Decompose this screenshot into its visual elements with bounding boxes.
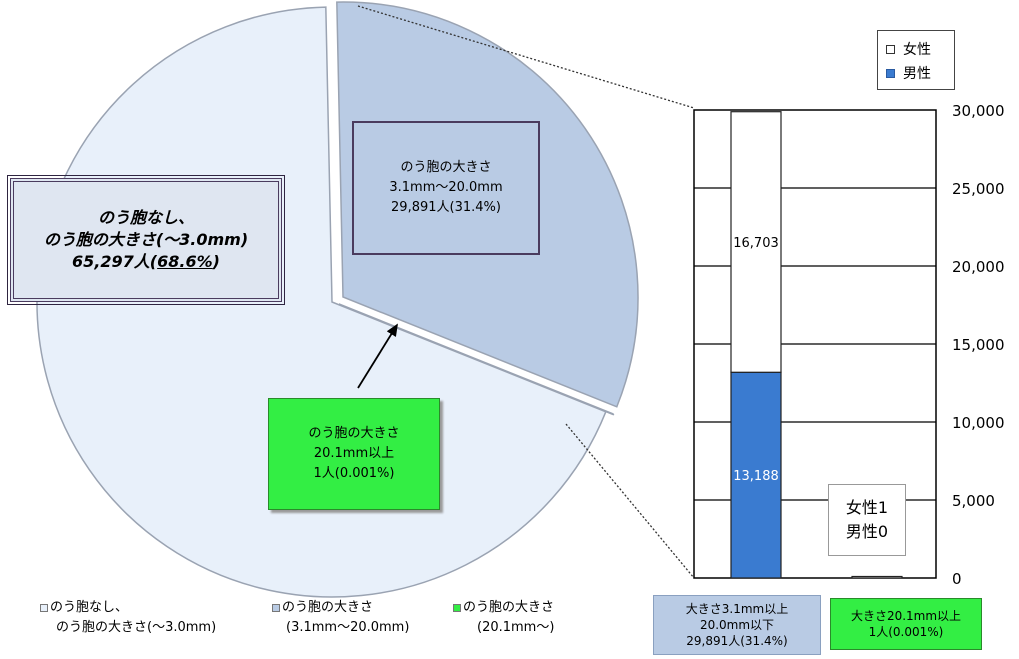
callout-arrow: [357, 323, 398, 389]
callout-no-cyst-close: ): [212, 252, 220, 271]
pie-legend-swatch-large: [453, 604, 461, 612]
bar-caption-mid-line1: 大きさ3.1mm以上: [685, 602, 789, 616]
pie-legend-none-line2: のう胞の大きさ(～3.0mm): [56, 620, 217, 635]
callout-large-line1: のう胞の大きさ: [308, 426, 400, 441]
callout-no-cyst-count: 65,297人: [72, 252, 150, 271]
bar-caption-large: 大きさ20.1mm以上 1人(0.001%): [830, 598, 982, 650]
pie-legend-item-large: のう胞の大きさ (20.1mm～): [453, 598, 554, 638]
callout-no-cyst: のう胞なし、 のう胞の大きさ(～3.0mm) 65,297人(68.6%): [7, 175, 285, 305]
callout-mid-line1: のう胞の大きさ: [400, 160, 492, 175]
bar-caption-mid: 大きさ3.1mm以上 20.0mm以下 29,891人(31.4%): [653, 595, 821, 655]
legend-swatch-male: [886, 68, 895, 78]
bar-caption-large-line1: 大きさ20.1mm以上: [850, 609, 962, 623]
bar-large-female: [851, 575, 903, 579]
callout-mid-line2: 3.1mm～20.0mm: [389, 180, 503, 195]
bar-caption-mid-line3: 29,891人(31.4%): [686, 634, 788, 648]
y-tick-label: 10,000: [952, 414, 1005, 432]
legend-label-female: 女性: [903, 42, 931, 58]
annotation-female-male: 女性1 男性0: [828, 484, 906, 556]
pie-legend-swatch-none: [40, 604, 48, 612]
y-tick-label: 0: [952, 570, 962, 588]
callout-no-cyst-line3: 65,297人(68.6%): [72, 251, 220, 273]
pie-legend-item-none: のう胞なし、 のう胞の大きさ(～3.0mm): [40, 598, 216, 638]
connector-top: [357, 5, 695, 109]
y-tick-label: 20,000: [952, 258, 1005, 276]
y-tick-label: 25,000: [952, 180, 1005, 198]
callout-no-cyst-line1: のう胞なし、: [97, 208, 194, 227]
bar-mid-female-label: 16,703: [733, 236, 779, 251]
bar-caption-large-line2: 1人(0.001%): [868, 625, 944, 639]
pie-legend-mid-line1: のう胞の大きさ: [282, 600, 374, 615]
y-tick-label: 15,000: [952, 336, 1005, 354]
bar-mid-male-label: 13,188: [733, 469, 779, 484]
callout-large-line3: 1人(0.001%): [313, 466, 395, 481]
pie-legend-large-line2: (20.1mm～): [477, 620, 555, 635]
bar-legend: 女性 男性: [877, 30, 955, 90]
annotation-line2: 男性0: [845, 522, 889, 541]
pie-legend-large-line1: のう胞の大きさ: [463, 600, 555, 615]
callout-mid-cyst: のう胞の大きさ 3.1mm～20.0mm 29,891人(31.4%): [352, 121, 540, 255]
pie-legend-none-line1: のう胞なし、: [50, 600, 129, 615]
callout-no-cyst-percent: 68.6%: [157, 252, 213, 271]
callout-no-cyst-open: (: [149, 252, 158, 271]
pie-slice-no-cyst: [36, 6, 607, 598]
legend-item-male: 男性: [886, 63, 931, 83]
y-tick-label: 5,000: [952, 492, 995, 510]
bar-mid-female: [730, 111, 782, 373]
annotation-line1: 女性1: [845, 498, 889, 517]
legend-label-male: 男性: [903, 66, 931, 82]
legend-swatch-female: [886, 44, 895, 54]
callout-large-line2: 20.1mm以上: [313, 446, 395, 461]
pie-legend-item-mid: のう胞の大きさ (3.1mm～20.0mm): [272, 598, 409, 638]
legend-item-female: 女性: [886, 39, 931, 59]
callout-no-cyst-line2: のう胞の大きさ(～3.0mm): [43, 230, 249, 249]
pie-legend-mid-line2: (3.1mm～20.0mm): [286, 620, 410, 635]
bar-mid-male: [730, 371, 782, 579]
callout-large-cyst: のう胞の大きさ 20.1mm以上 1人(0.001%): [268, 398, 440, 510]
bar-caption-mid-line2: 20.0mm以下: [699, 618, 775, 632]
zoom-connectors: [357, 5, 695, 579]
callout-mid-line3: 29,891人(31.4%): [391, 200, 501, 215]
connector-bottom: [565, 423, 695, 579]
y-tick-label: 30,000: [952, 102, 1005, 120]
pie-legend-swatch-mid: [272, 604, 280, 612]
bar-chart: 0 5,000 10,000 15,000 20,000 25,000 30,000 13,…: [693, 102, 1005, 588]
